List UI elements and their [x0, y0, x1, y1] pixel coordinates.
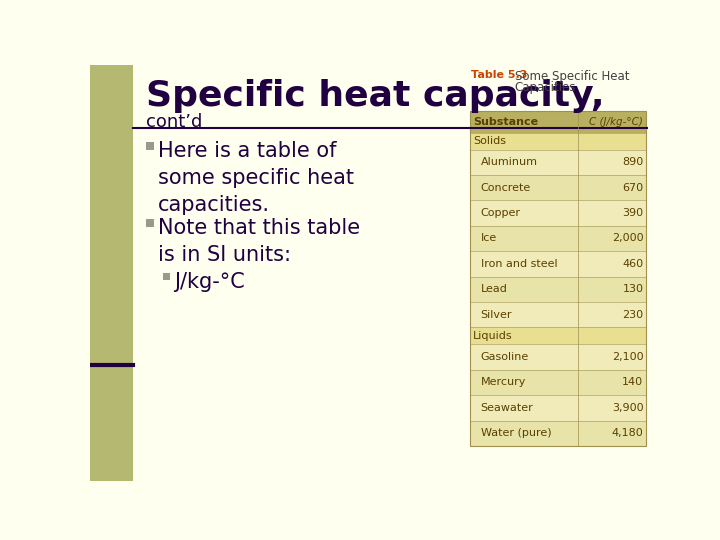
Text: 670: 670	[622, 183, 644, 193]
Text: 3,900: 3,900	[612, 403, 644, 413]
Text: Substance: Substance	[473, 117, 538, 127]
Bar	[469, 276, 647, 302]
Text: Ice: Ice	[481, 233, 497, 244]
Text: Lead: Lead	[481, 284, 508, 294]
Text: 2,100: 2,100	[612, 352, 644, 362]
Bar	[469, 345, 647, 370]
Bar	[469, 111, 647, 446]
Text: Liquids: Liquids	[473, 331, 513, 341]
Text: 890: 890	[622, 157, 644, 167]
Bar	[469, 132, 647, 150]
Bar	[469, 226, 647, 251]
Text: Iron and steel: Iron and steel	[481, 259, 557, 269]
Text: Water (pure): Water (pure)	[481, 428, 552, 438]
Bar	[90, 65, 132, 481]
Bar	[469, 200, 647, 226]
Text: Note that this table
is in SI units:: Note that this table is in SI units:	[158, 218, 360, 265]
Text: Solids: Solids	[473, 136, 506, 146]
Text: Table 5.3: Table 5.3	[472, 70, 528, 80]
Text: 230: 230	[622, 309, 644, 320]
Text: Capacities: Capacities	[515, 81, 576, 94]
Text: J/kg-°C: J/kg-°C	[174, 272, 245, 292]
Bar	[145, 142, 153, 150]
Text: Here is a table of
some specific heat
capacities.: Here is a table of some specific heat ca…	[158, 141, 354, 215]
Bar	[469, 111, 647, 132]
Text: 4,180: 4,180	[611, 428, 644, 438]
Text: Specific heat capacity,: Specific heat capacity,	[145, 79, 604, 113]
Bar	[469, 421, 647, 446]
Text: Mercury: Mercury	[481, 377, 526, 387]
Bar	[469, 302, 647, 327]
Bar	[469, 370, 647, 395]
Bar	[469, 150, 647, 175]
Bar	[469, 395, 647, 421]
Text: 390: 390	[622, 208, 644, 218]
Bar	[469, 251, 647, 276]
Text: 460: 460	[622, 259, 644, 269]
Text: Gasoline: Gasoline	[481, 352, 529, 362]
Text: Copper: Copper	[481, 208, 521, 218]
Text: cont’d: cont’d	[145, 112, 202, 131]
Bar	[469, 327, 647, 345]
Text: C (J/kg-°C): C (J/kg-°C)	[590, 117, 644, 127]
Text: Some Specific Heat: Some Specific Heat	[515, 70, 629, 83]
Text: 130: 130	[622, 284, 644, 294]
Text: 140: 140	[622, 377, 644, 387]
Bar	[145, 219, 153, 226]
Bar	[163, 273, 170, 280]
Text: Aluminum: Aluminum	[481, 157, 538, 167]
Text: Seawater: Seawater	[481, 403, 534, 413]
Text: Concrete: Concrete	[481, 183, 531, 193]
Bar	[469, 175, 647, 200]
Text: Silver: Silver	[481, 309, 512, 320]
Text: 2,000: 2,000	[612, 233, 644, 244]
